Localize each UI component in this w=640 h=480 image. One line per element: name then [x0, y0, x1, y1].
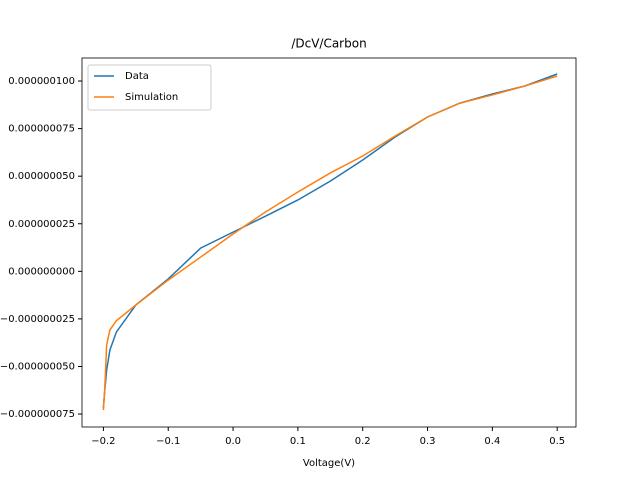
y-tick-label: −0.000000075 — [0, 409, 75, 420]
y-tick-label: −0.000000025 — [0, 314, 75, 325]
y-tick-label: −0.000000050 — [0, 361, 75, 372]
legend-label: Data — [125, 71, 149, 82]
x-tick-label: 0.4 — [484, 436, 500, 447]
x-tick-label: 0.2 — [355, 436, 371, 447]
x-tick-label: −0.2 — [91, 436, 115, 447]
y-tick-label: 0.000000075 — [8, 124, 75, 135]
legend-label: Simulation — [125, 92, 178, 103]
axes-frame — [81, 57, 577, 428]
x-tick-label: 0.3 — [420, 436, 436, 447]
y-tick-label: 0.000000000 — [8, 266, 75, 277]
series-line — [102, 73, 558, 409]
x-tick-label: 0.1 — [290, 436, 306, 447]
legend-box — [87, 64, 212, 111]
series-line — [102, 75, 558, 411]
x-tick-label: −0.1 — [156, 436, 180, 447]
x-tick-label: 0.0 — [225, 436, 241, 447]
x-axis-label: Voltage(V) — [303, 458, 355, 469]
chart-title: /DcV/Carbon — [291, 37, 366, 51]
y-tick-label: 0.000000025 — [8, 219, 75, 230]
y-tick-label: 0.000000050 — [8, 171, 75, 182]
x-tick-label: 0.5 — [549, 436, 565, 447]
y-tick-label: 0.000000100 — [8, 76, 75, 87]
